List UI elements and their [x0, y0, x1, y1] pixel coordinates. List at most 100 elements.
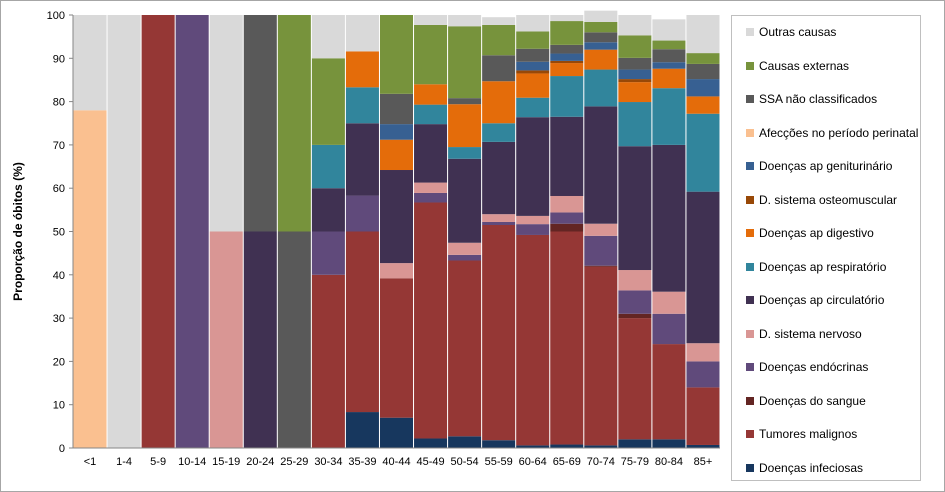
bar-segment: [584, 10, 618, 22]
bar-segment: [482, 17, 516, 25]
bar-segment: [584, 106, 618, 224]
bar-segment: [107, 15, 141, 448]
bar-segment: [584, 265, 618, 267]
bar-segment: [448, 254, 482, 261]
x-tick-label: 10-14: [178, 456, 206, 468]
bar-segment: [379, 139, 414, 171]
bar-segment: [652, 68, 686, 89]
bar-segment: [618, 102, 652, 147]
bar-segment: [311, 144, 345, 189]
bar-segment: [414, 124, 448, 183]
bar-segment: [379, 93, 414, 125]
bar-segment: [652, 62, 686, 69]
bar-segment: [73, 15, 107, 111]
bar-segment: [311, 231, 345, 275]
x-tick-label: <1: [84, 456, 97, 468]
legend-swatch: [746, 363, 754, 371]
bar-segment: [448, 98, 482, 105]
legend-item: D. sistema nervoso: [746, 327, 862, 341]
bar-segment: [550, 63, 584, 77]
y-tick-label: 90: [53, 53, 65, 65]
legend-label: D. sistema osteomuscular: [759, 192, 898, 207]
bar-segment: [584, 223, 618, 236]
bar-segment: [686, 444, 720, 448]
bar-segment: [550, 15, 584, 22]
x-tick-label: 80-84: [655, 456, 683, 468]
legend-swatch: [746, 28, 754, 36]
bar-segment: [414, 84, 448, 105]
bar-segment: [686, 63, 720, 80]
bar-segment: [448, 147, 482, 159]
bar-segment: [414, 24, 448, 85]
bar-segment: [414, 202, 448, 439]
legend-swatch: [746, 262, 754, 271]
bar-segment: [584, 445, 618, 448]
legend-label: Doenças ap digestivo: [759, 226, 874, 240]
bar-segment: [686, 79, 720, 97]
bar-segment: [516, 224, 550, 235]
bar-segment: [686, 15, 720, 54]
bar-segment: [652, 49, 686, 63]
bar-segment: [243, 231, 277, 448]
legend-swatch: [746, 430, 754, 438]
y-tick-label: 80: [53, 97, 65, 109]
x-tick-label: 35-39: [348, 456, 376, 468]
bar-segment: [516, 445, 550, 448]
legend-swatch: [746, 329, 754, 338]
bar-segment: [618, 146, 652, 271]
bar-segment: [618, 318, 652, 440]
legend-label: SSA não classificados: [759, 92, 878, 106]
bar-segment: [345, 231, 379, 413]
bar-segment: [379, 15, 414, 94]
bar-segment: [550, 53, 584, 61]
legend-swatch: [746, 463, 754, 472]
x-tick-label: 60-64: [519, 456, 547, 468]
x-tick-label: 25-29: [280, 456, 308, 468]
y-tick-label: 0: [59, 443, 65, 455]
bar-segment: [448, 260, 482, 437]
legend-label: D. sistema nervoso: [759, 326, 862, 341]
bar-segment: [652, 291, 686, 314]
bar-segment: [686, 96, 720, 114]
legend-item: Doenças endócrinas: [746, 360, 868, 374]
bar-segment: [516, 70, 550, 74]
bar-segment: [550, 44, 584, 54]
chart-legend: Outras causas Causas externas SSA não clas…: [731, 15, 921, 481]
bar-segment: [618, 313, 652, 319]
legend-item: Outras causas: [746, 25, 836, 39]
legend-label: Tumores malignos: [759, 427, 858, 441]
bar-segment: [550, 116, 584, 196]
bar-segment: [345, 195, 379, 232]
legend-item: Tumores malignos: [746, 427, 857, 441]
x-tick-label: 15-19: [212, 456, 240, 468]
bar-segment: [550, 212, 584, 224]
legend-swatch: [746, 296, 754, 304]
legend-swatch: [746, 95, 754, 103]
legend-item: Doenças infeciosas: [746, 461, 863, 475]
bar-segment: [686, 387, 720, 445]
bar-segment: [516, 215, 550, 225]
bar-segment: [311, 15, 345, 59]
legend-label: Causas externas: [759, 58, 850, 73]
bar-segment: [584, 235, 618, 266]
legend-item: D. sistema osteomuscular: [746, 193, 897, 207]
legend-item: Causas externas: [746, 59, 849, 73]
bar-segment: [448, 26, 482, 99]
bar-segment: [379, 278, 414, 418]
bar-segment: [550, 21, 584, 45]
y-tick-label: 100: [47, 10, 65, 22]
bar-segment: [379, 417, 414, 448]
bar-segment: [379, 263, 414, 279]
bar-segment: [652, 313, 686, 345]
bar-segment: [345, 123, 379, 196]
legend-label: Doenças endócrinas: [759, 360, 869, 374]
bar-segment: [414, 182, 448, 193]
bar-segment: [584, 21, 618, 33]
legend-item: Doenças ap geniturinário: [746, 159, 892, 173]
legend-swatch: [746, 61, 754, 70]
bar-segment: [652, 344, 686, 440]
bar-segment: [209, 15, 243, 232]
bar-segment: [618, 79, 652, 83]
bar-segment: [482, 123, 516, 142]
bar-segment: [516, 61, 550, 71]
